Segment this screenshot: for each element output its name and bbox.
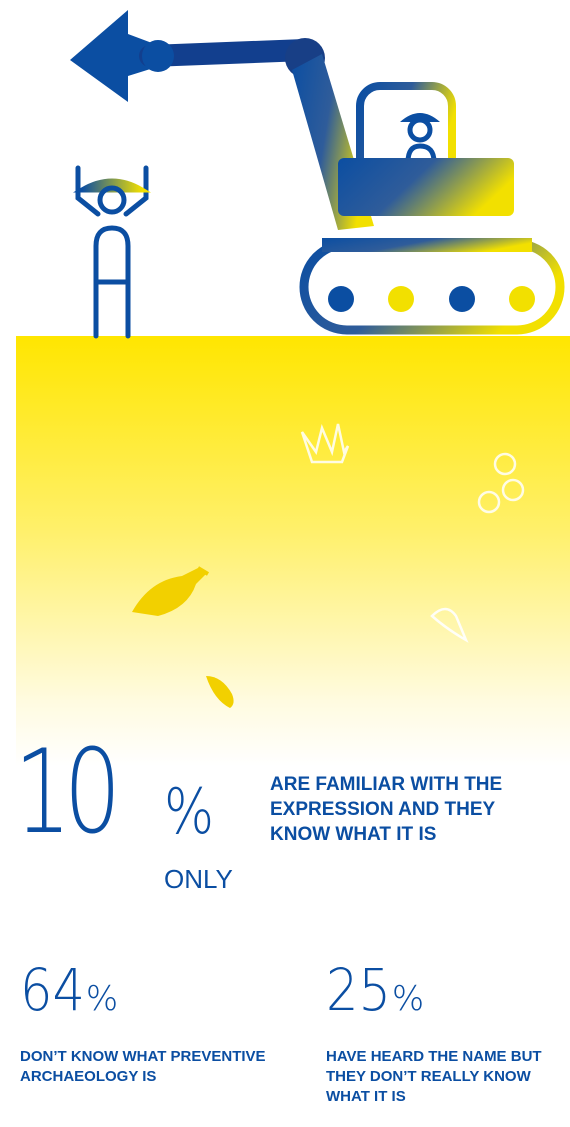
excavation-ground <box>16 336 570 766</box>
coins-icon <box>477 452 525 514</box>
main-stat-unit: % <box>164 775 215 848</box>
stat-value: 64 <box>20 956 85 1024</box>
excavator-icon <box>70 10 565 335</box>
amphora-icon <box>132 566 210 616</box>
stat-description: DON’T KNOW WHAT PREVENTIVE ARCHAEOLOGY I… <box>20 1048 266 1085</box>
main-stat-value: 10 <box>14 725 121 860</box>
stat-unit: % <box>391 979 425 1019</box>
main-statistic: 10 % ONLY ARE FAMILIAR WITH THE EXPRESSI… <box>14 728 554 908</box>
stat-value: 25 <box>326 956 391 1024</box>
archaeologist-icon <box>72 165 152 339</box>
pottery-shard-icon <box>206 676 234 708</box>
stat-block-heard-name: 25% HAVE HEARD THE NAME BUT THEY DON’T R… <box>326 955 562 1107</box>
stat-unit: % <box>85 979 119 1019</box>
stone-tool-icon <box>430 607 469 643</box>
main-stat-qualifier: ONLY <box>164 864 233 894</box>
main-stat-description: ARE FAMILIAR WITH THE EXPRESSION AND THE… <box>270 774 503 845</box>
stat-block-unaware: 64% DON’T KNOW WHAT PREVENTIVE ARCHAEOLO… <box>20 955 280 1087</box>
excavation-illustration <box>70 10 565 708</box>
stat-description: HAVE HEARD THE NAME BUT THEY DON’T REALL… <box>326 1048 542 1105</box>
crown-icon <box>300 423 350 464</box>
